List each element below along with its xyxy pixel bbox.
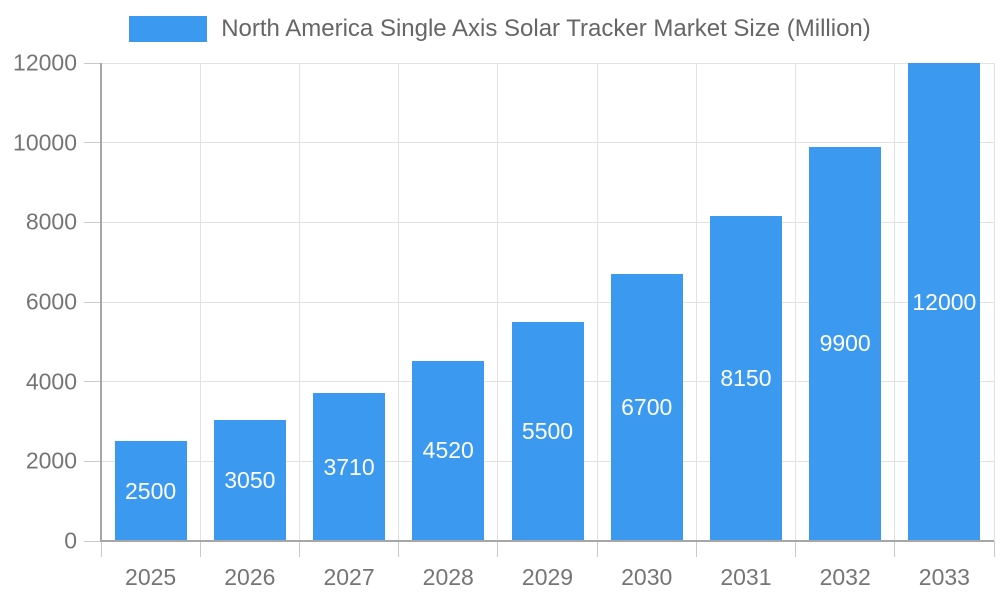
y-axis-tick xyxy=(84,301,101,303)
x-axis-tick-label: 2026 xyxy=(224,564,276,590)
y-axis-tick-label: 8000 xyxy=(25,208,77,235)
bar-value-label: 6700 xyxy=(621,394,673,421)
x-axis-tick-label: 2032 xyxy=(819,564,871,590)
y-axis-line xyxy=(100,63,102,541)
y-axis-tick-label: 2000 xyxy=(25,447,77,474)
y-axis-tick xyxy=(84,62,101,64)
x-axis-tick xyxy=(398,541,400,557)
y-gridline xyxy=(101,301,994,303)
x-axis-tick-label: 2028 xyxy=(422,564,474,590)
y-gridline xyxy=(101,62,994,64)
x-gridline xyxy=(695,63,697,541)
y-axis-tick xyxy=(84,460,101,462)
y-axis-tick xyxy=(84,142,101,144)
chart-legend[interactable]: North America Single Axis Solar Tracker … xyxy=(0,15,1000,43)
x-axis-tick-label: 2025 xyxy=(125,564,177,590)
legend-swatch xyxy=(129,16,208,42)
bar[interactable]: 9900 xyxy=(809,146,882,541)
x-axis-tick xyxy=(298,541,300,557)
x-axis-tick xyxy=(497,541,499,557)
x-axis-tick xyxy=(100,541,102,557)
bar[interactable]: 3710 xyxy=(313,393,386,541)
y-gridline xyxy=(101,221,994,223)
bar-value-label: 3050 xyxy=(224,466,276,493)
bar[interactable]: 4520 xyxy=(412,360,485,541)
x-gridline xyxy=(398,63,400,541)
x-axis-tick xyxy=(695,541,697,557)
bar[interactable]: 2500 xyxy=(114,441,187,541)
y-axis-tick xyxy=(84,381,101,383)
bar-value-label: 2500 xyxy=(125,477,177,504)
x-gridline xyxy=(894,63,896,541)
x-axis-line xyxy=(100,540,994,542)
x-axis-tick xyxy=(795,541,797,557)
x-axis-tick-label: 2030 xyxy=(621,564,673,590)
y-axis-tick-label: 6000 xyxy=(25,288,77,315)
bar[interactable]: 6700 xyxy=(610,274,683,541)
x-gridline xyxy=(298,63,300,541)
y-gridline xyxy=(101,142,994,144)
x-axis-tick-label: 2027 xyxy=(323,564,375,590)
bar-value-label: 12000 xyxy=(912,288,977,315)
x-gridline xyxy=(596,63,598,541)
x-axis-tick-label: 2031 xyxy=(720,564,772,590)
x-gridline xyxy=(497,63,499,541)
bar[interactable]: 5500 xyxy=(511,321,584,541)
bar[interactable]: 3050 xyxy=(213,419,286,541)
bar-value-label: 9900 xyxy=(819,330,871,357)
y-axis-tick xyxy=(84,540,101,542)
bar-value-label: 5500 xyxy=(521,417,574,444)
y-axis-tick-label: 0 xyxy=(64,527,77,554)
x-gridline xyxy=(199,63,201,541)
bar-value-label: 8150 xyxy=(720,365,772,392)
y-axis-tick-label: 10000 xyxy=(13,129,77,156)
x-axis-tick xyxy=(894,541,896,557)
x-axis-tick-label: 2033 xyxy=(918,564,970,590)
bar-value-label: 3710 xyxy=(323,453,375,480)
legend-label: North America Single Axis Solar Tracker … xyxy=(221,15,871,42)
bar[interactable]: 8150 xyxy=(709,216,782,541)
bar[interactable]: 12000 xyxy=(908,63,981,541)
y-axis-tick xyxy=(84,221,101,223)
x-axis-tick xyxy=(993,541,995,557)
x-axis-tick xyxy=(199,541,201,557)
y-axis-tick-label: 12000 xyxy=(13,49,77,76)
x-axis-tick xyxy=(596,541,598,557)
bar-value-label: 4520 xyxy=(422,437,474,464)
plot-area: 2500 3050 3710 4520 5500 6700 8150 9900 12000 0 2… xyxy=(13,50,995,590)
x-axis-tick-label: 2029 xyxy=(521,564,574,590)
y-axis-tick-label: 4000 xyxy=(25,368,77,395)
x-gridline xyxy=(993,63,995,541)
x-gridline xyxy=(795,63,797,541)
